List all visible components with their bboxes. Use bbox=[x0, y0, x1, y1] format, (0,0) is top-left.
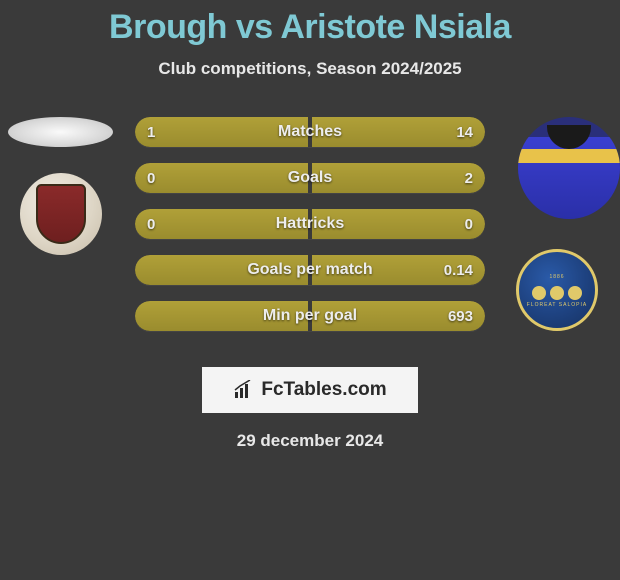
stat-row: 0.14Goals per match bbox=[135, 255, 485, 285]
lion-icon bbox=[550, 286, 564, 300]
club-left-crest bbox=[20, 173, 102, 255]
club-right-crest: 1886 FLOREAT SALOPIA bbox=[516, 249, 598, 331]
crest-shield-icon bbox=[36, 184, 86, 244]
source-logo-text: FcTables.com bbox=[261, 379, 386, 401]
page-subtitle: Club competitions, Season 2024/2025 bbox=[0, 59, 620, 79]
comparison-card: Brough vs Aristote Nsiala Club competiti… bbox=[0, 0, 620, 451]
stat-row: 114Matches bbox=[135, 117, 485, 147]
stat-row: 02Goals bbox=[135, 163, 485, 193]
lion-icon bbox=[568, 286, 582, 300]
source-logo: FcTables.com bbox=[202, 367, 418, 413]
date-label: 29 december 2024 bbox=[0, 431, 620, 451]
stat-label: Goals per match bbox=[135, 255, 485, 285]
player-right-avatar bbox=[518, 117, 620, 219]
chart-icon bbox=[233, 380, 255, 400]
stat-label: Min per goal bbox=[135, 301, 485, 331]
stat-label: Goals bbox=[135, 163, 485, 193]
lion-icon bbox=[532, 286, 546, 300]
player-left-avatar bbox=[8, 117, 113, 147]
stats-area: 1886 FLOREAT SALOPIA 114Matches 02Goals 00… bbox=[0, 117, 620, 357]
stat-bars: 114Matches 02Goals 00Hattricks 0.14Goals pe… bbox=[135, 117, 485, 347]
stat-label: Hattricks bbox=[135, 209, 485, 239]
page-title: Brough vs Aristote Nsiala bbox=[0, 8, 620, 47]
stat-label: Matches bbox=[135, 117, 485, 147]
stat-row: 00Hattricks bbox=[135, 209, 485, 239]
stat-row: 693Min per goal bbox=[135, 301, 485, 331]
